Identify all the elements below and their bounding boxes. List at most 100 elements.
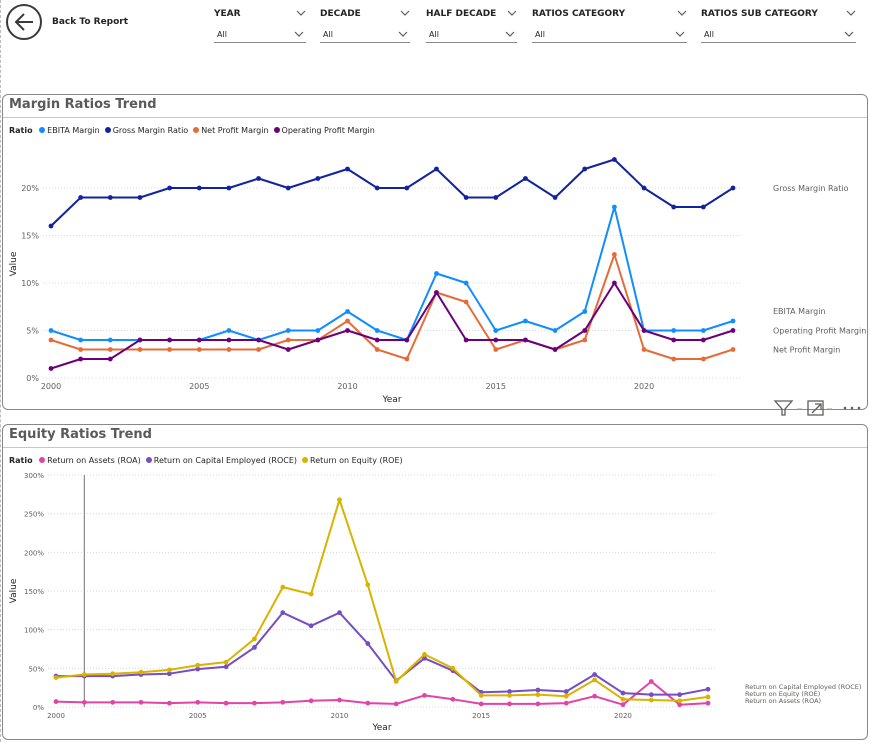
data-point (280, 584, 286, 590)
data-point (563, 700, 569, 706)
slicer-half-decade: HALF DECADE All (426, 6, 517, 44)
chevron-down-icon[interactable] (846, 8, 856, 18)
series-end-label: Net Profit Margin (773, 346, 840, 355)
data-point (315, 176, 321, 181)
data-point (196, 347, 202, 352)
data-point (137, 347, 143, 352)
data-point (434, 290, 439, 295)
back-button[interactable] (6, 4, 42, 40)
slicer-ratios-sub-category-dropdown[interactable]: All (701, 26, 856, 43)
data-point (256, 347, 261, 352)
y-tick-label: 250% (24, 511, 44, 519)
data-point (226, 328, 232, 333)
data-point (641, 328, 647, 333)
data-point (252, 700, 257, 706)
data-point (137, 337, 143, 343)
focus-mode-icon[interactable] (807, 400, 824, 416)
chevron-down-icon[interactable] (507, 8, 517, 18)
data-point (493, 195, 499, 200)
data-point (285, 347, 291, 352)
data-point (671, 328, 677, 333)
series-end-label: Return on Equity (ROE) (745, 690, 820, 698)
data-point (374, 347, 380, 352)
data-point (422, 655, 427, 661)
x-tick-label: 2000 (41, 382, 61, 391)
data-point (535, 687, 541, 693)
slicer-half-decade-dropdown[interactable]: All (426, 26, 517, 43)
margin-legend: Ratio EBITA Margin Gross Margin Ratio Net … (9, 126, 380, 135)
series-end-label: Return on Capital Employed (ROCE) (745, 683, 861, 691)
data-point (648, 697, 654, 703)
data-point (285, 185, 291, 191)
data-point (48, 337, 54, 343)
legend-item[interactable]: Return on Assets (ROA) (39, 456, 141, 465)
more-options-icon[interactable] (843, 406, 861, 410)
x-axis-title: Year (381, 395, 401, 405)
data-point (648, 679, 654, 684)
x-tick-label: 2010 (337, 382, 357, 391)
slicer-ratios-category-dropdown[interactable]: All (532, 26, 687, 43)
series-end-label: EBITA Margin (773, 307, 826, 316)
slicer-year-dropdown[interactable]: All (214, 26, 306, 43)
slicer-decade-dropdown[interactable]: All (320, 26, 410, 43)
data-point (337, 610, 342, 616)
data-point (393, 679, 399, 684)
x-tick-label: 2015 (472, 712, 490, 720)
legend-title: Ratio (9, 456, 33, 465)
legend-item[interactable]: Return on Equity (ROE) (302, 456, 403, 465)
legend-label: EBITA Margin (47, 126, 100, 135)
data-point (81, 699, 87, 705)
y-tick-label: 0% (26, 374, 39, 383)
back-to-report-link[interactable]: Back To Report (52, 17, 129, 27)
chevron-down-icon[interactable] (400, 8, 410, 18)
data-point (700, 328, 706, 333)
data-point (705, 686, 711, 692)
data-point (107, 356, 113, 362)
data-point (582, 309, 588, 314)
slicer-decade: DECADE All (320, 6, 410, 44)
legend-title: Ratio (9, 126, 33, 135)
data-point (463, 195, 469, 200)
data-point (393, 701, 399, 707)
series-end-label: Operating Profit Margin (773, 327, 866, 336)
data-point (365, 582, 371, 588)
data-point (252, 645, 257, 650)
legend-item[interactable]: Net Profit Margin (193, 126, 269, 135)
data-point (78, 337, 84, 343)
data-point (677, 698, 683, 704)
legend-label: Return on Assets (ROA) (47, 456, 141, 465)
data-point (308, 698, 314, 704)
data-point (611, 280, 617, 286)
data-point (315, 328, 321, 333)
y-tick-label: 15% (21, 232, 39, 241)
legend-item[interactable]: Operating Profit Margin (273, 126, 375, 135)
filter-icon[interactable] (773, 400, 794, 416)
data-point (552, 195, 558, 200)
data-point (48, 328, 54, 333)
data-point (463, 337, 469, 343)
legend-item[interactable]: Gross Margin Ratio (104, 126, 188, 135)
legend-item[interactable]: EBITA Margin (39, 126, 100, 135)
data-point (226, 185, 232, 191)
data-point (523, 176, 528, 181)
data-point (110, 671, 116, 677)
data-point (53, 699, 59, 704)
data-point (196, 185, 202, 191)
data-point (463, 280, 469, 286)
legend-item[interactable]: Return on Capital Employed (ROCE) (145, 456, 297, 465)
data-point (404, 337, 410, 343)
chevron-down-icon[interactable] (296, 8, 306, 18)
legend-marker (104, 127, 111, 133)
data-point (78, 195, 84, 200)
y-tick-label: 100% (24, 627, 44, 635)
y-tick-label: 50% (28, 665, 44, 673)
data-point (648, 692, 654, 698)
data-point (404, 356, 410, 362)
data-point (641, 185, 647, 191)
slicer-ratios-sub-category: RATIOS SUB CATEGORY All (701, 6, 856, 44)
data-point (196, 337, 202, 343)
data-point (563, 693, 569, 699)
slicer-year-value: All (217, 30, 227, 39)
chevron-down-icon[interactable] (677, 8, 687, 18)
